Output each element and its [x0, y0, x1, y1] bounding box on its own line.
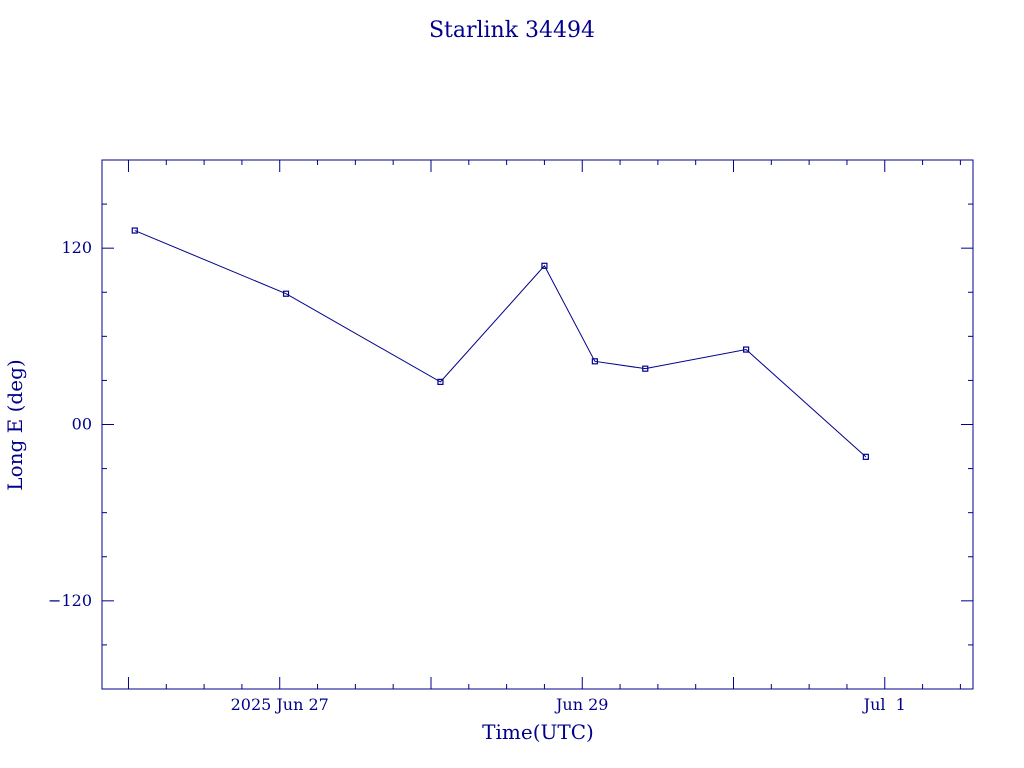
- y-tick-labels: 120 00 −120: [48, 238, 92, 610]
- series-line: [134, 230, 867, 458]
- x-axis-label: Time(UTC): [482, 720, 594, 744]
- data-point: [591, 358, 598, 365]
- y-tick-label: 120: [61, 238, 92, 257]
- x-tick-label: Jun 29: [554, 695, 608, 714]
- y-tick-label: −120: [48, 591, 92, 610]
- plot-frame: [101, 159, 974, 690]
- data-points: [131, 227, 869, 460]
- data-point: [862, 453, 869, 460]
- data-point: [642, 365, 649, 372]
- data-point: [743, 346, 750, 353]
- chart-title: Starlink 34494: [429, 18, 595, 43]
- y-tick-label: 00: [72, 415, 92, 434]
- y-axis-label: Long E (deg): [3, 359, 27, 490]
- data-point: [541, 262, 548, 269]
- tick-marks: [102, 160, 973, 689]
- x-tick-label: Jul 1: [862, 695, 906, 714]
- data-point: [282, 290, 290, 297]
- data-point: [437, 378, 444, 385]
- x-tick-label: 2025 Jun 27: [231, 695, 329, 714]
- x-tick-labels: 2025 Jun 27 Jun 29 Jul 1: [231, 695, 906, 714]
- data-point: [131, 227, 138, 234]
